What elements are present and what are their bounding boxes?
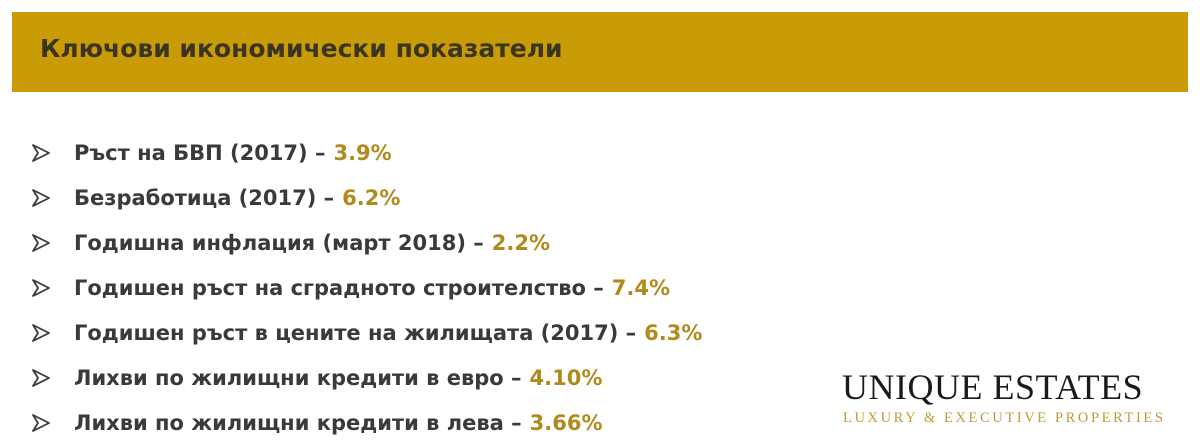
bullet-arrow bbox=[32, 278, 50, 297]
indicator-item: Годишна инфлация (март 2018) – 2.2% bbox=[30, 220, 702, 265]
indicator-list: Ръст на БВП (2017) – 3.9% Безработица (201… bbox=[30, 130, 702, 445]
header-title: Ключови икономически показатели bbox=[40, 34, 563, 63]
bullet-arrow bbox=[32, 143, 50, 162]
indicator-item: Годишен ръст в цените на жилищата (2017)… bbox=[30, 310, 702, 355]
indicator-item: Годишен ръст на сградното строителство –… bbox=[30, 265, 702, 310]
header-band: Ключови икономически показатели bbox=[12, 12, 1188, 92]
bullet-arrow bbox=[32, 413, 50, 432]
logo-name: UNIQUE ESTATES bbox=[842, 367, 1144, 407]
indicator-label: Безработица (2017) – bbox=[74, 185, 335, 210]
indicator-value: 2.2% bbox=[491, 230, 551, 255]
indicator-value: 3.9% bbox=[333, 140, 392, 165]
bullet-arrow bbox=[32, 368, 50, 387]
indicator-value: 6.3% bbox=[644, 320, 703, 345]
indicator-label: Годишна инфлация (март 2018) – bbox=[74, 230, 484, 255]
indicator-label: Годишен ръст на сградното строителство – bbox=[74, 275, 604, 300]
bullet-arrow bbox=[32, 188, 50, 207]
logo-tagline: LUXURY & EXECUTIVE PROPERTIES bbox=[843, 410, 1166, 426]
bullet-arrow bbox=[32, 323, 50, 342]
indicator-item: Ръст на БВП (2017) – 3.9% bbox=[30, 130, 702, 175]
indicator-label: Лихви по жилищни кредити в лева – bbox=[74, 410, 522, 435]
indicator-value: 3.66% bbox=[529, 410, 603, 435]
indicator-value: 6.2% bbox=[342, 185, 401, 210]
indicator-item: Лихви по жилищни кредити в лева – 3.66% bbox=[30, 400, 702, 445]
indicator-value: 7.4% bbox=[611, 275, 670, 300]
indicator-label: Ръст на БВП (2017) – bbox=[74, 140, 326, 165]
indicator-label: Годишен ръст в цените на жилищата (2017)… bbox=[74, 320, 637, 345]
indicator-label: Лихви по жилищни кредити в евро – bbox=[74, 365, 522, 390]
indicator-item: Лихви по жилищни кредити в евро – 4.10% bbox=[30, 355, 702, 400]
bullet-arrow bbox=[32, 233, 50, 252]
indicator-item: Безработица (2017) – 6.2% bbox=[30, 175, 702, 220]
indicator-value: 4.10% bbox=[529, 365, 603, 390]
